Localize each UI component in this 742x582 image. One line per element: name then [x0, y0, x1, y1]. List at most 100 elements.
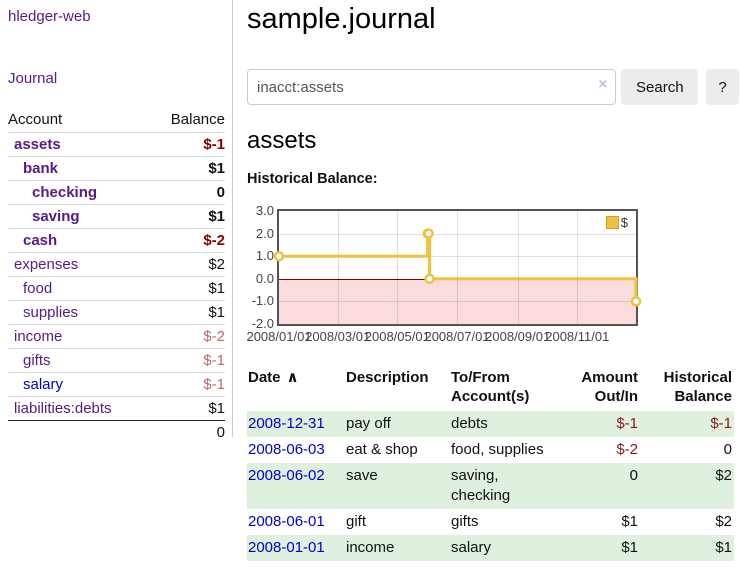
y-axis-tick-label: 3.0	[255, 203, 274, 218]
app-title: hledger-web	[8, 8, 91, 25]
transaction-date-cell: 2008-01-01	[247, 535, 345, 561]
clear-search-icon[interactable]: ×	[598, 76, 608, 93]
v-gridline	[577, 211, 579, 324]
sidebar-item-journal[interactable]: Journal	[8, 70, 58, 87]
search-form: × Search ?	[247, 69, 739, 105]
sidebar-account-link[interactable]: income	[14, 328, 63, 345]
transaction-description-cell: save	[345, 463, 450, 509]
account-row: expenses $2	[8, 252, 225, 277]
transaction-date-cell: 2008-12-31	[247, 411, 345, 437]
v-gridline	[337, 211, 339, 324]
transaction-description-cell: eat & shop	[346, 441, 418, 458]
account-balance: $-1	[150, 372, 225, 397]
account-balance: $2	[150, 252, 225, 277]
account-balance: $1	[150, 300, 225, 325]
transaction-date-cell: 2008-06-02	[247, 463, 345, 509]
transaction-amount-cell: $-2	[616, 441, 638, 458]
account-row: bank $1	[8, 156, 225, 181]
account-balance: $1	[150, 396, 225, 421]
y-axis-tick-label: 1.0	[255, 248, 274, 264]
transaction-date-link[interactable]: 2008-06-01	[248, 513, 325, 530]
main-content: sample.journal × Search ? assets Histori…	[246, 0, 739, 561]
transaction-amount-cell: $-1	[575, 411, 640, 437]
sidebar-account-link[interactable]: supplies	[23, 304, 79, 321]
accounts-header-account: Account	[8, 111, 63, 128]
y-axis-tick-label: -1.0	[251, 293, 274, 309]
sidebar-account-link[interactable]: assets	[14, 136, 61, 153]
transaction-accounts-cell: gifts	[451, 513, 479, 530]
legend-swatch-icon	[605, 216, 619, 229]
x-axis-tick-label: 2008/11/01	[545, 329, 610, 344]
accounts-header-balance: Balance	[170, 111, 225, 128]
sidebar-account-link[interactable]: bank	[23, 160, 59, 177]
account-balance: 0	[150, 180, 225, 205]
transaction-row: 2008-01-01 income salary $1 $1	[247, 535, 734, 561]
y-axis-tick-label: 0.0	[255, 270, 274, 286]
account-balance: $-1	[150, 348, 225, 373]
h-gridline	[279, 256, 636, 258]
transaction-description-cell: income	[345, 535, 450, 561]
account-row: assets $-1	[8, 132, 225, 157]
sidebar-account-link[interactable]: salary	[23, 376, 64, 393]
account-row: food $1	[8, 276, 225, 301]
data-point-marker	[630, 296, 642, 307]
chart-title: Historical Balance:	[247, 171, 378, 187]
x-axis-tick-label: 2008/07/01	[424, 329, 490, 344]
transaction-date-link[interactable]: 2008-06-02	[248, 467, 325, 484]
transaction-date-link[interactable]: 2008-01-01	[248, 539, 325, 556]
x-axis-tick-label: 2008/01/01	[246, 329, 312, 344]
accounts-total-value: 0	[150, 420, 225, 444]
transaction-row: 2008-06-01 gift gifts $1 $2	[247, 509, 734, 535]
account-balance: $1	[150, 156, 225, 181]
transaction-row: 2008-06-02 save saving, checking 0 $2	[247, 463, 734, 509]
transaction-date-cell: 2008-06-03	[247, 437, 345, 463]
sidebar-account-link[interactable]: saving	[32, 208, 80, 225]
v-gridline	[517, 211, 519, 324]
data-point-marker	[424, 273, 435, 285]
account-row: salary $-1	[8, 372, 225, 397]
sidebar-account-link[interactable]: cash	[23, 232, 58, 249]
search-box: ×	[247, 69, 617, 105]
account-row: cash $-2	[8, 228, 225, 253]
page-title: sample.journal	[247, 3, 436, 35]
transaction-accounts-cell: debts	[450, 411, 575, 437]
register-column-header: Historical Balance	[663, 369, 732, 405]
sidebar-account-link[interactable]: liabilities:debts	[14, 400, 112, 417]
h-gridline	[279, 301, 636, 303]
x-axis-tick-label: 2008/03/01	[305, 329, 371, 344]
transaction-date-cell: 2008-06-01	[247, 509, 345, 535]
historical-balance-chart: 3.0 2.0 1.0 0.0 -1.0 -2.0 $ 2008/01/01 2008/03…	[246, 203, 739, 345]
sidebar-account-link[interactable]: checking	[32, 184, 98, 201]
sidebar-account-link[interactable]: food	[23, 280, 53, 297]
sidebar-account-link[interactable]: expenses	[14, 256, 79, 273]
sidebar-account-link[interactable]: gifts	[23, 352, 51, 369]
negative-region	[279, 278, 636, 324]
v-gridline	[457, 211, 458, 324]
account-row: liabilities:debts $1	[8, 396, 225, 421]
register-column-header: Date ∧	[248, 369, 299, 386]
search-button[interactable]: Search	[621, 69, 699, 105]
register-column-header: Amount Out/In	[581, 369, 638, 405]
chart-legend: $	[605, 215, 628, 230]
account-balance: $1	[150, 276, 225, 301]
help-button[interactable]: ?	[706, 69, 739, 105]
transaction-amount-cell: $1	[575, 535, 640, 561]
register-table: Date ∧ Description To/From Account(s) Amount O…	[247, 366, 734, 561]
search-input[interactable]	[247, 69, 617, 105]
transaction-balance-cell: $2	[715, 513, 732, 530]
transaction-date-link[interactable]: 2008-12-31	[248, 415, 325, 432]
data-point-marker	[423, 228, 434, 239]
transaction-accounts-cell: saving, checking	[450, 463, 575, 509]
sort-ascending-icon[interactable]: ∧	[286, 369, 299, 386]
chart-series	[273, 228, 642, 307]
account-balance: $-2	[150, 324, 225, 349]
account-balance: $1	[150, 204, 225, 229]
transaction-row: 2008-12-31 pay off debts $-1 $-1	[247, 411, 734, 437]
x-axis-tick-label: 2008/05/01	[364, 329, 430, 344]
transaction-accounts-cell: food, supplies	[451, 441, 544, 458]
transaction-balance-cell: 0	[723, 441, 732, 458]
transaction-balance-cell: $2	[640, 463, 734, 509]
transaction-date-link[interactable]: 2008-06-03	[248, 441, 325, 458]
transaction-description-cell: pay off	[345, 411, 450, 437]
accounts-table: Account Balance assets $-1 bank $1 checking 0…	[8, 108, 225, 444]
